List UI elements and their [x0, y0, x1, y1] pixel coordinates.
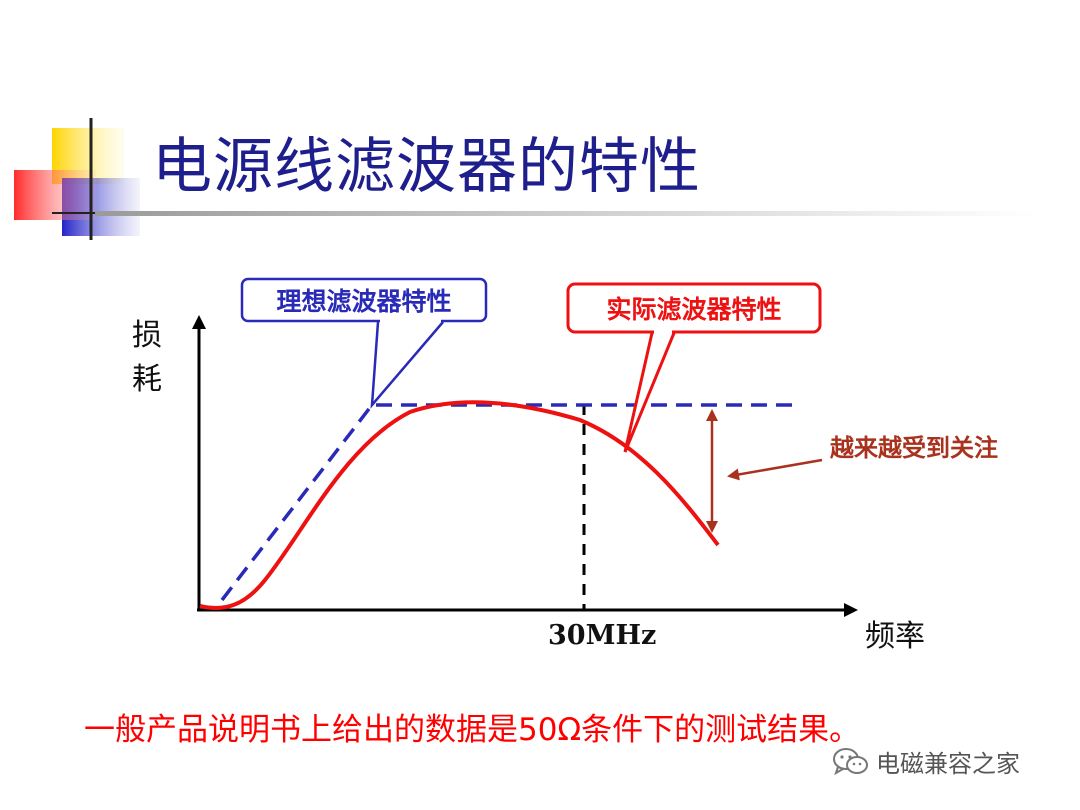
y-axis-label: 损耗: [132, 318, 162, 397]
attention-annotation: 越来越受到关注: [830, 434, 998, 462]
wechat-icon: [833, 747, 868, 775]
watermark-text: 电磁兼容之家: [876, 750, 1020, 778]
title-decoration: [14, 118, 1035, 240]
real-callout-box: [566, 282, 822, 334]
ideal-filter-curve: [220, 403, 800, 602]
footnote: 一般产品说明书上给出的数据是50Ω条件下的测试结果。: [84, 712, 861, 748]
title-underline: [95, 211, 1035, 216]
deco-red-block: [14, 170, 96, 220]
watermark: 电磁兼容之家: [832, 744, 1020, 779]
ideal-callout-box: [240, 277, 488, 323]
ideal-filter-label: 理想滤波器特性: [276, 287, 452, 316]
annotation-pointer-arrow: [727, 458, 823, 481]
slide-title: 电源线滤波器的特性: [152, 132, 701, 202]
ideal-callout-pointer: [370, 321, 444, 409]
real-callout-pointer: [623, 332, 676, 453]
x-axis-label: 频率: [865, 619, 925, 654]
frequency-marker-label: 30MHz: [548, 620, 657, 651]
real-filter-curve: [199, 400, 720, 611]
real-filter-label: 实际滤波器特性: [606, 295, 782, 324]
